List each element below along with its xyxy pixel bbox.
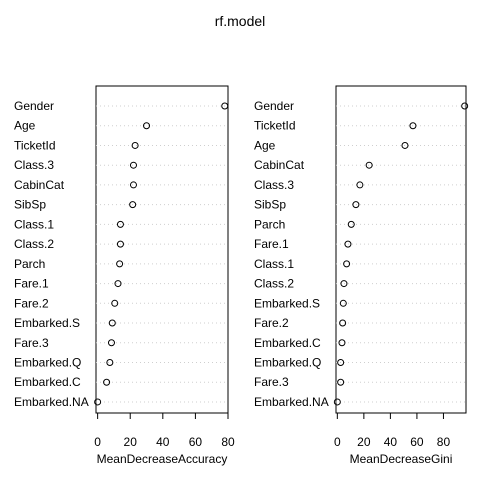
category-label: Class.1 xyxy=(254,257,294,271)
data-point xyxy=(337,358,345,366)
data-point xyxy=(333,398,341,406)
category-label: Fare.1 xyxy=(14,277,49,291)
category-label: Class.2 xyxy=(254,277,294,291)
data-point xyxy=(111,299,119,307)
data-point xyxy=(338,339,346,347)
category-label: Age xyxy=(254,138,276,152)
x-tick-label: 60 xyxy=(410,435,424,449)
category-label: Embarked.NA xyxy=(14,395,89,409)
data-point xyxy=(106,358,114,366)
data-point xyxy=(108,319,116,327)
data-point xyxy=(116,260,124,268)
data-point xyxy=(116,240,124,248)
category-label: Gender xyxy=(14,99,54,113)
category-label: Embarked.S xyxy=(254,296,320,310)
data-point xyxy=(356,181,364,189)
x-axis-label: MeanDecreaseGini xyxy=(350,452,453,466)
category-label: Class.1 xyxy=(14,217,54,231)
category-label: Embarked.Q xyxy=(254,355,321,369)
x-tick-label: 0 xyxy=(94,435,101,449)
data-point xyxy=(339,299,347,307)
data-point xyxy=(340,280,348,288)
category-label: Fare.1 xyxy=(254,237,289,251)
x-tick-label: 20 xyxy=(124,435,138,449)
category-label: Embarked.Q xyxy=(14,355,81,369)
category-label: Parch xyxy=(254,217,285,231)
data-point xyxy=(221,102,229,110)
data-point xyxy=(114,280,122,288)
data-point xyxy=(344,240,352,248)
data-point xyxy=(365,161,373,169)
x-axis-label: MeanDecreaseAccuracy xyxy=(97,452,228,466)
data-point xyxy=(352,201,360,209)
data-point xyxy=(129,161,137,169)
data-point xyxy=(337,378,345,386)
data-point xyxy=(143,122,151,130)
category-label: Age xyxy=(14,119,36,133)
category-label: CabinCat xyxy=(14,178,65,192)
data-point xyxy=(129,201,137,209)
data-point xyxy=(401,141,409,149)
x-tick-label: 40 xyxy=(384,435,398,449)
data-point xyxy=(339,319,347,327)
category-label: Parch xyxy=(14,257,45,271)
data-point xyxy=(116,220,124,228)
category-label: Class.2 xyxy=(14,237,54,251)
x-tick-label: 80 xyxy=(437,435,451,449)
panel-mean-decrease-accuracy: 0 20 40 60 80 MeanDecreaseAccuracy Gender Age Ti… xyxy=(14,85,235,466)
category-label: Embarked.C xyxy=(254,336,321,350)
category-label: Embarked.NA xyxy=(254,395,329,409)
data-point xyxy=(131,141,139,149)
category-label: SibSp xyxy=(14,198,46,212)
category-label: Embarked.S xyxy=(14,316,80,330)
category-label: SibSp xyxy=(254,198,286,212)
plot-frame xyxy=(95,85,229,414)
data-point xyxy=(94,398,102,406)
plot-frame xyxy=(335,85,467,414)
data-point xyxy=(409,122,417,130)
category-label: Fare.3 xyxy=(254,375,289,389)
category-label: Embarked.C xyxy=(14,375,81,389)
data-point xyxy=(129,181,137,189)
x-tick-label: 20 xyxy=(357,435,371,449)
chart-title: rf.model xyxy=(215,13,266,29)
data-point xyxy=(347,220,355,228)
data-point xyxy=(107,339,115,347)
category-label: Class.3 xyxy=(254,178,294,192)
category-label: CabinCat xyxy=(254,158,305,172)
category-label: Fare.2 xyxy=(14,296,49,310)
category-label: Gender xyxy=(254,99,294,113)
x-tick-label: 40 xyxy=(156,435,170,449)
data-point xyxy=(461,102,469,110)
x-tick-label: 0 xyxy=(334,435,341,449)
x-tick-label: 60 xyxy=(189,435,203,449)
panel-mean-decrease-gini: 0 20 40 60 80 MeanDecreaseGini Gender TicketId A… xyxy=(254,85,469,466)
category-label: Fare.2 xyxy=(254,316,289,330)
data-point xyxy=(103,378,111,386)
category-label: Fare.3 xyxy=(14,336,49,350)
category-label: TicketId xyxy=(14,138,56,152)
category-label: TicketId xyxy=(254,119,296,133)
x-tick-label: 80 xyxy=(221,435,235,449)
data-point xyxy=(343,260,351,268)
category-label: Class.3 xyxy=(14,158,54,172)
